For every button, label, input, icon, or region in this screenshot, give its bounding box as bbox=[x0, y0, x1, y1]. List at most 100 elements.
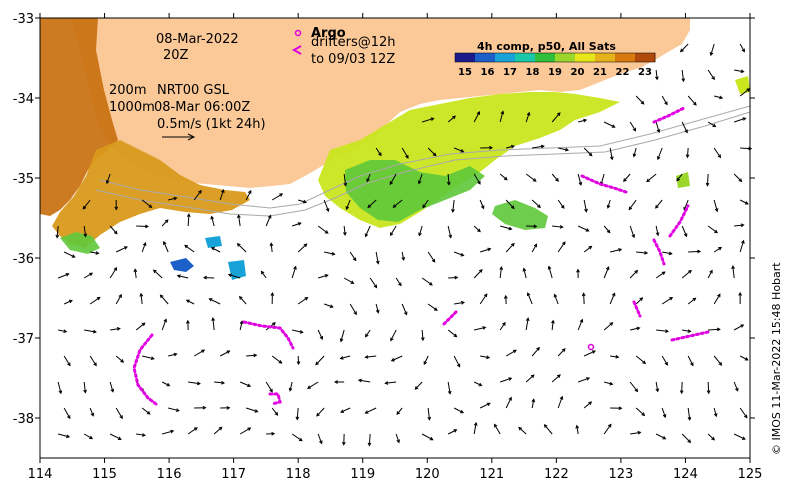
current-vector-head bbox=[609, 322, 614, 326]
current-vector-head bbox=[562, 241, 566, 246]
current-vector bbox=[211, 247, 221, 253]
colorbar-segment bbox=[555, 53, 576, 62]
current-vector bbox=[583, 401, 592, 409]
current-vector bbox=[427, 303, 438, 311]
current-vector-head bbox=[581, 292, 586, 297]
current-vector bbox=[162, 430, 174, 435]
current-vector-head bbox=[270, 291, 275, 296]
current-vector-head bbox=[460, 300, 466, 305]
current-vector bbox=[603, 322, 613, 331]
current-vector-head bbox=[324, 230, 329, 234]
current-vector bbox=[261, 271, 267, 279]
current-vector-head bbox=[198, 189, 202, 194]
current-vector bbox=[713, 247, 722, 253]
current-vector-head bbox=[236, 242, 241, 247]
current-vector-head bbox=[631, 234, 636, 239]
current-vector-head bbox=[679, 390, 684, 395]
current-vector-head bbox=[365, 333, 369, 338]
current-vector bbox=[661, 95, 668, 105]
current-vector bbox=[686, 147, 689, 158]
current-vector bbox=[63, 355, 71, 366]
current-vector-head bbox=[342, 232, 347, 237]
current-vector-head bbox=[486, 355, 491, 360]
current-vector-head bbox=[343, 182, 348, 187]
current-vector-head bbox=[339, 356, 344, 360]
current-vector-head bbox=[586, 377, 591, 381]
current-vector-head bbox=[543, 424, 548, 428]
current-vector bbox=[421, 433, 433, 441]
current-vector-head bbox=[738, 291, 743, 296]
current-vector bbox=[63, 251, 75, 258]
current-vector-head bbox=[396, 411, 401, 416]
current-vector bbox=[427, 251, 436, 263]
drifter-legend-label: drifters@12h bbox=[311, 35, 396, 50]
current-vector-head bbox=[278, 360, 283, 364]
current-vector bbox=[479, 199, 485, 209]
current-vector-head bbox=[239, 320, 244, 325]
current-vector-head bbox=[429, 436, 434, 441]
current-vector-head bbox=[655, 388, 660, 393]
drifter-track bbox=[670, 330, 710, 342]
current-vector bbox=[739, 88, 750, 97]
current-vector-head bbox=[329, 304, 334, 308]
current-vector bbox=[734, 69, 744, 73]
current-vector-head bbox=[716, 327, 721, 332]
current-vector-head bbox=[302, 199, 308, 204]
current-vector-head bbox=[717, 293, 721, 298]
current-vector bbox=[629, 270, 638, 279]
current-vector bbox=[583, 246, 592, 253]
current-vector-head bbox=[500, 110, 505, 115]
drifter-legend-icon bbox=[291, 45, 302, 55]
current-vector bbox=[633, 147, 637, 157]
current-vector-head bbox=[447, 390, 452, 395]
argo-legend-label: Argo bbox=[311, 26, 346, 41]
colorbar-segment bbox=[495, 53, 516, 62]
current-vector-head bbox=[208, 298, 213, 302]
y-tick-label: -37 bbox=[13, 332, 34, 347]
contour-200m bbox=[99, 105, 751, 209]
current-vector bbox=[494, 424, 501, 435]
current-vector bbox=[557, 199, 565, 209]
current-vector bbox=[661, 407, 666, 418]
colorbar-segment bbox=[515, 53, 536, 62]
current-vector-head bbox=[711, 76, 715, 81]
current-vector-head bbox=[687, 439, 692, 444]
current-vector-head bbox=[432, 152, 437, 157]
current-vector-head bbox=[353, 311, 357, 316]
current-vector-head bbox=[58, 390, 63, 395]
current-vector-head bbox=[390, 358, 395, 362]
current-vector-head bbox=[508, 377, 513, 381]
current-vector bbox=[271, 407, 278, 416]
current-vector bbox=[307, 381, 319, 389]
current-vector-head bbox=[288, 387, 293, 392]
current-vector bbox=[214, 381, 225, 384]
current-vector bbox=[389, 173, 397, 185]
current-vector bbox=[83, 225, 87, 237]
current-vector bbox=[219, 350, 230, 357]
current-vector-head bbox=[740, 324, 745, 328]
current-vector-head bbox=[405, 154, 409, 159]
current-vector-head bbox=[423, 361, 428, 366]
current-vector-head bbox=[531, 398, 536, 403]
current-vector-head bbox=[585, 228, 590, 232]
current-vector-head bbox=[473, 421, 478, 426]
current-vector bbox=[636, 251, 648, 254]
current-vector-head bbox=[159, 294, 164, 299]
current-vector-head bbox=[331, 251, 336, 256]
current-vector bbox=[732, 266, 735, 279]
current-vector-head bbox=[392, 204, 397, 208]
current-vector-head bbox=[607, 423, 612, 428]
colorbar-segment bbox=[535, 53, 556, 62]
current-vector bbox=[246, 407, 258, 413]
current-vector bbox=[558, 147, 569, 151]
current-vector-head bbox=[364, 233, 369, 238]
current-vector-head bbox=[366, 178, 370, 183]
current-vector-head bbox=[743, 414, 748, 419]
current-vector-head bbox=[540, 144, 545, 149]
current-vector bbox=[707, 270, 713, 279]
current-vector-head bbox=[556, 112, 561, 116]
current-vector bbox=[141, 407, 151, 415]
current-vector-head bbox=[185, 299, 190, 303]
current-vector bbox=[109, 225, 118, 235]
current-vector-head bbox=[709, 269, 713, 274]
